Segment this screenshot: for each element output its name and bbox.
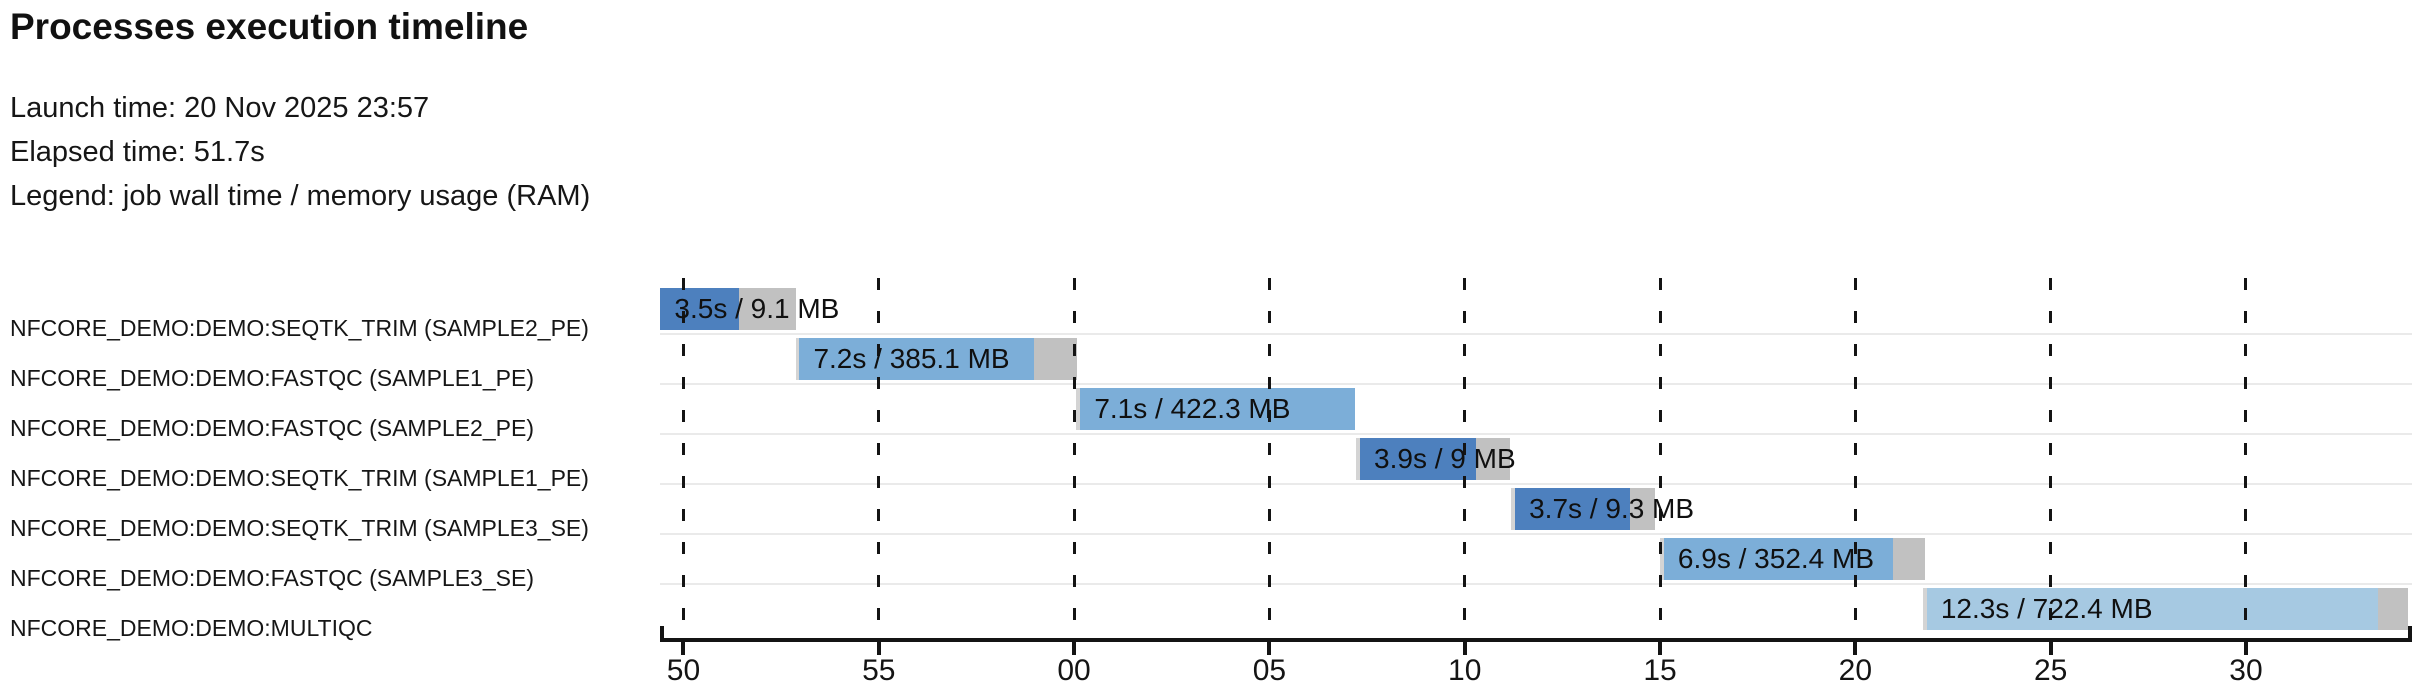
- axis-tick-mark: [2243, 642, 2248, 655]
- axis-tick-mark: [1658, 642, 1663, 655]
- bar-pending-segment: [1356, 438, 1361, 480]
- process-label: NFCORE_DEMO:DEMO:SEQTK_TRIM (SAMPLE3_SE): [10, 515, 589, 541]
- bar-value-label: 7.2s / 385.1 MB: [813, 343, 1010, 374]
- dashed-gridline: [877, 278, 881, 640]
- bar-pending-segment: [1076, 388, 1081, 430]
- axis-tick-label: 15: [1643, 654, 1677, 687]
- timeline-plot-area: 3.5s / 9.1 MB 7.2s / 385.1 MB 7.1s / 422.3…: [660, 278, 2412, 640]
- process-label: NFCORE_DEMO:DEMO:MULTIQC: [10, 615, 373, 641]
- axis-tick-mark: [1462, 642, 1467, 655]
- dashed-gridline: [681, 278, 685, 640]
- launch-time-text: Launch time: 20 Nov 2025 23:57: [10, 92, 430, 124]
- bar-tail-segment: [1892, 538, 1925, 580]
- bar-tail-segment: [1476, 438, 1511, 480]
- bar-runtime-segment: [799, 338, 1035, 380]
- axis-tick-mark: [681, 642, 686, 655]
- elapsed-time-text: Elapsed time: 51.7s: [10, 136, 265, 168]
- dashed-gridline: [2049, 278, 2053, 640]
- dashed-gridline: [1072, 278, 1076, 640]
- axis-tick-mark: [2048, 642, 2053, 655]
- bar-value-label: 6.9s / 352.4 MB: [1677, 543, 1875, 574]
- process-label: NFCORE_DEMO:DEMO:FASTQC (SAMPLE2_PE): [10, 415, 534, 441]
- process-label: NFCORE_DEMO:DEMO:SEQTK_TRIM (SAMPLE2_PE): [10, 315, 589, 341]
- axis-tick-label: 25: [2033, 654, 2068, 687]
- bar-tail-segment: [1629, 488, 1655, 530]
- axis-tick-mark: [1267, 642, 1272, 655]
- bar-pending-segment: [795, 338, 800, 380]
- dashed-gridline: [1853, 278, 1857, 640]
- bar-runtime-segment: [1515, 488, 1630, 530]
- dashed-gridline: [1658, 278, 1662, 640]
- bar-value-label: 3.9s / 9 MB: [1374, 443, 1516, 474]
- legend-text: Legend: job wall time / memory usage (RA…: [10, 180, 591, 212]
- bar-value-label: 3.5s / 9.1 MB: [674, 293, 840, 324]
- axis-tick-label: 20: [1838, 654, 1873, 687]
- bar-value-label: 7.1s / 422.3 MB: [1094, 393, 1291, 424]
- axis-tick-label: 55: [862, 654, 896, 687]
- axis-endcap-left: [660, 626, 664, 642]
- axis-tick-mark: [1853, 642, 1858, 655]
- axis-endcap-right: [2408, 626, 2412, 642]
- report-meta: Launch time: 20 Nov 2025 23:57 Elapsed t…: [10, 86, 590, 218]
- x-axis: 50 55 00 05 10 15 20 25 30: [660, 626, 2412, 698]
- row-separator: [660, 383, 2412, 385]
- bar-tail-segment: [739, 288, 796, 330]
- process-label: NFCORE_DEMO:DEMO:SEQTK_TRIM (SAMPLE1_PE): [10, 465, 589, 491]
- bar-runtime-segment: [1926, 588, 2378, 630]
- axis-tick-mark: [1072, 642, 1077, 655]
- dashed-gridline: [2244, 278, 2248, 640]
- bar-pending-segment: [1660, 538, 1664, 580]
- row-separator: [660, 483, 2412, 485]
- page-title: Processes execution timeline: [10, 6, 529, 47]
- process-label: NFCORE_DEMO:DEMO:FASTQC (SAMPLE1_PE): [10, 365, 534, 391]
- row-separator: [660, 333, 2412, 335]
- axis-tick-label: 30: [2229, 654, 2263, 687]
- bar-runtime-segment: [660, 288, 740, 330]
- axis-tick-label: 50: [666, 654, 701, 687]
- axis-tick-label: 05: [1252, 654, 1287, 687]
- bar-tail-segment: [1034, 338, 1078, 380]
- dashed-gridline: [1463, 278, 1467, 640]
- bar-pending-segment: [1511, 488, 1516, 530]
- bar-tail-segment: [2377, 588, 2409, 630]
- row-separator: [660, 533, 2412, 535]
- bar-runtime-segment: [1080, 388, 1355, 430]
- bar-runtime-segment: [1360, 438, 1477, 480]
- row-separator: [660, 583, 2412, 585]
- axis-tick-label: 00: [1057, 654, 1091, 687]
- bar-pending-segment: [1922, 588, 1927, 630]
- row-separator: [660, 433, 2412, 435]
- axis-tick-mark: [876, 642, 881, 655]
- axis-tick-label: 10: [1448, 654, 1482, 687]
- process-label: NFCORE_DEMO:DEMO:FASTQC (SAMPLE3_SE): [10, 565, 534, 591]
- x-axis-line: [660, 638, 2412, 642]
- bar-value-label: 3.7s / 9.3 MB: [1529, 493, 1695, 524]
- dashed-gridline: [1267, 278, 1271, 640]
- process-label-column: NFCORE_DEMO:DEMO:SEQTK_TRIM (SAMPLE2_PE)…: [0, 0, 660, 698]
- bar-value-label: 12.3s / 722.4 MB: [1940, 593, 2153, 624]
